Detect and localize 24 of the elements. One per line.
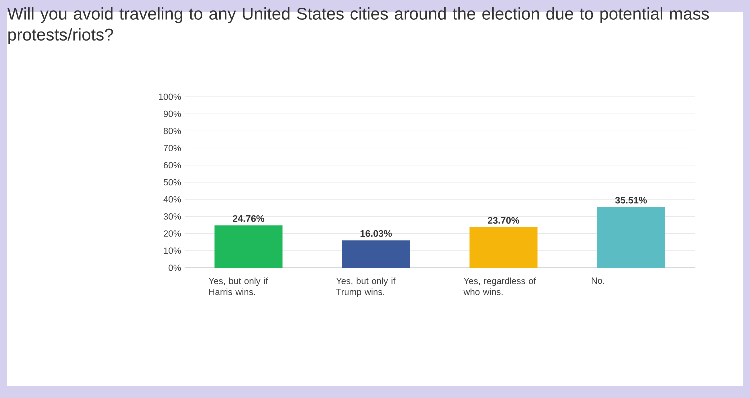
y-tick-label: 60% xyxy=(164,162,182,169)
bar xyxy=(342,240,410,268)
y-tick-label: 70% xyxy=(164,145,182,152)
data-label: 35.51% xyxy=(615,197,648,204)
y-tick-label: 30% xyxy=(164,214,182,220)
x-tick-label: Yes, regardless of who wins. xyxy=(464,278,536,296)
bar xyxy=(470,227,538,268)
data-label: 23.70% xyxy=(488,217,520,224)
y-tick-label: 10% xyxy=(164,248,182,254)
y-tick-label: 40% xyxy=(164,196,182,203)
y-tick-label: 80% xyxy=(164,128,182,134)
y-tick-label: 90% xyxy=(164,110,182,118)
y-tick-label: 20% xyxy=(164,230,182,237)
y-tick-label: 50% xyxy=(164,179,182,186)
y-tick-label: 100% xyxy=(159,94,182,100)
y-tick-label: 0% xyxy=(168,264,182,272)
x-tick-label: Yes, but only if Harris wins. xyxy=(208,278,268,296)
x-tick-label: No. xyxy=(592,278,604,284)
data-label: 24.76% xyxy=(233,215,265,222)
bar xyxy=(597,207,666,268)
bar xyxy=(214,226,283,268)
data-label: 16.03% xyxy=(360,230,392,238)
x-tick-label: Yes, but only if Trump wins. xyxy=(336,278,396,298)
chart-title: Will you avoid traveling to any United States cities around the election due to potential mass protests/riots? xyxy=(8,8,710,44)
